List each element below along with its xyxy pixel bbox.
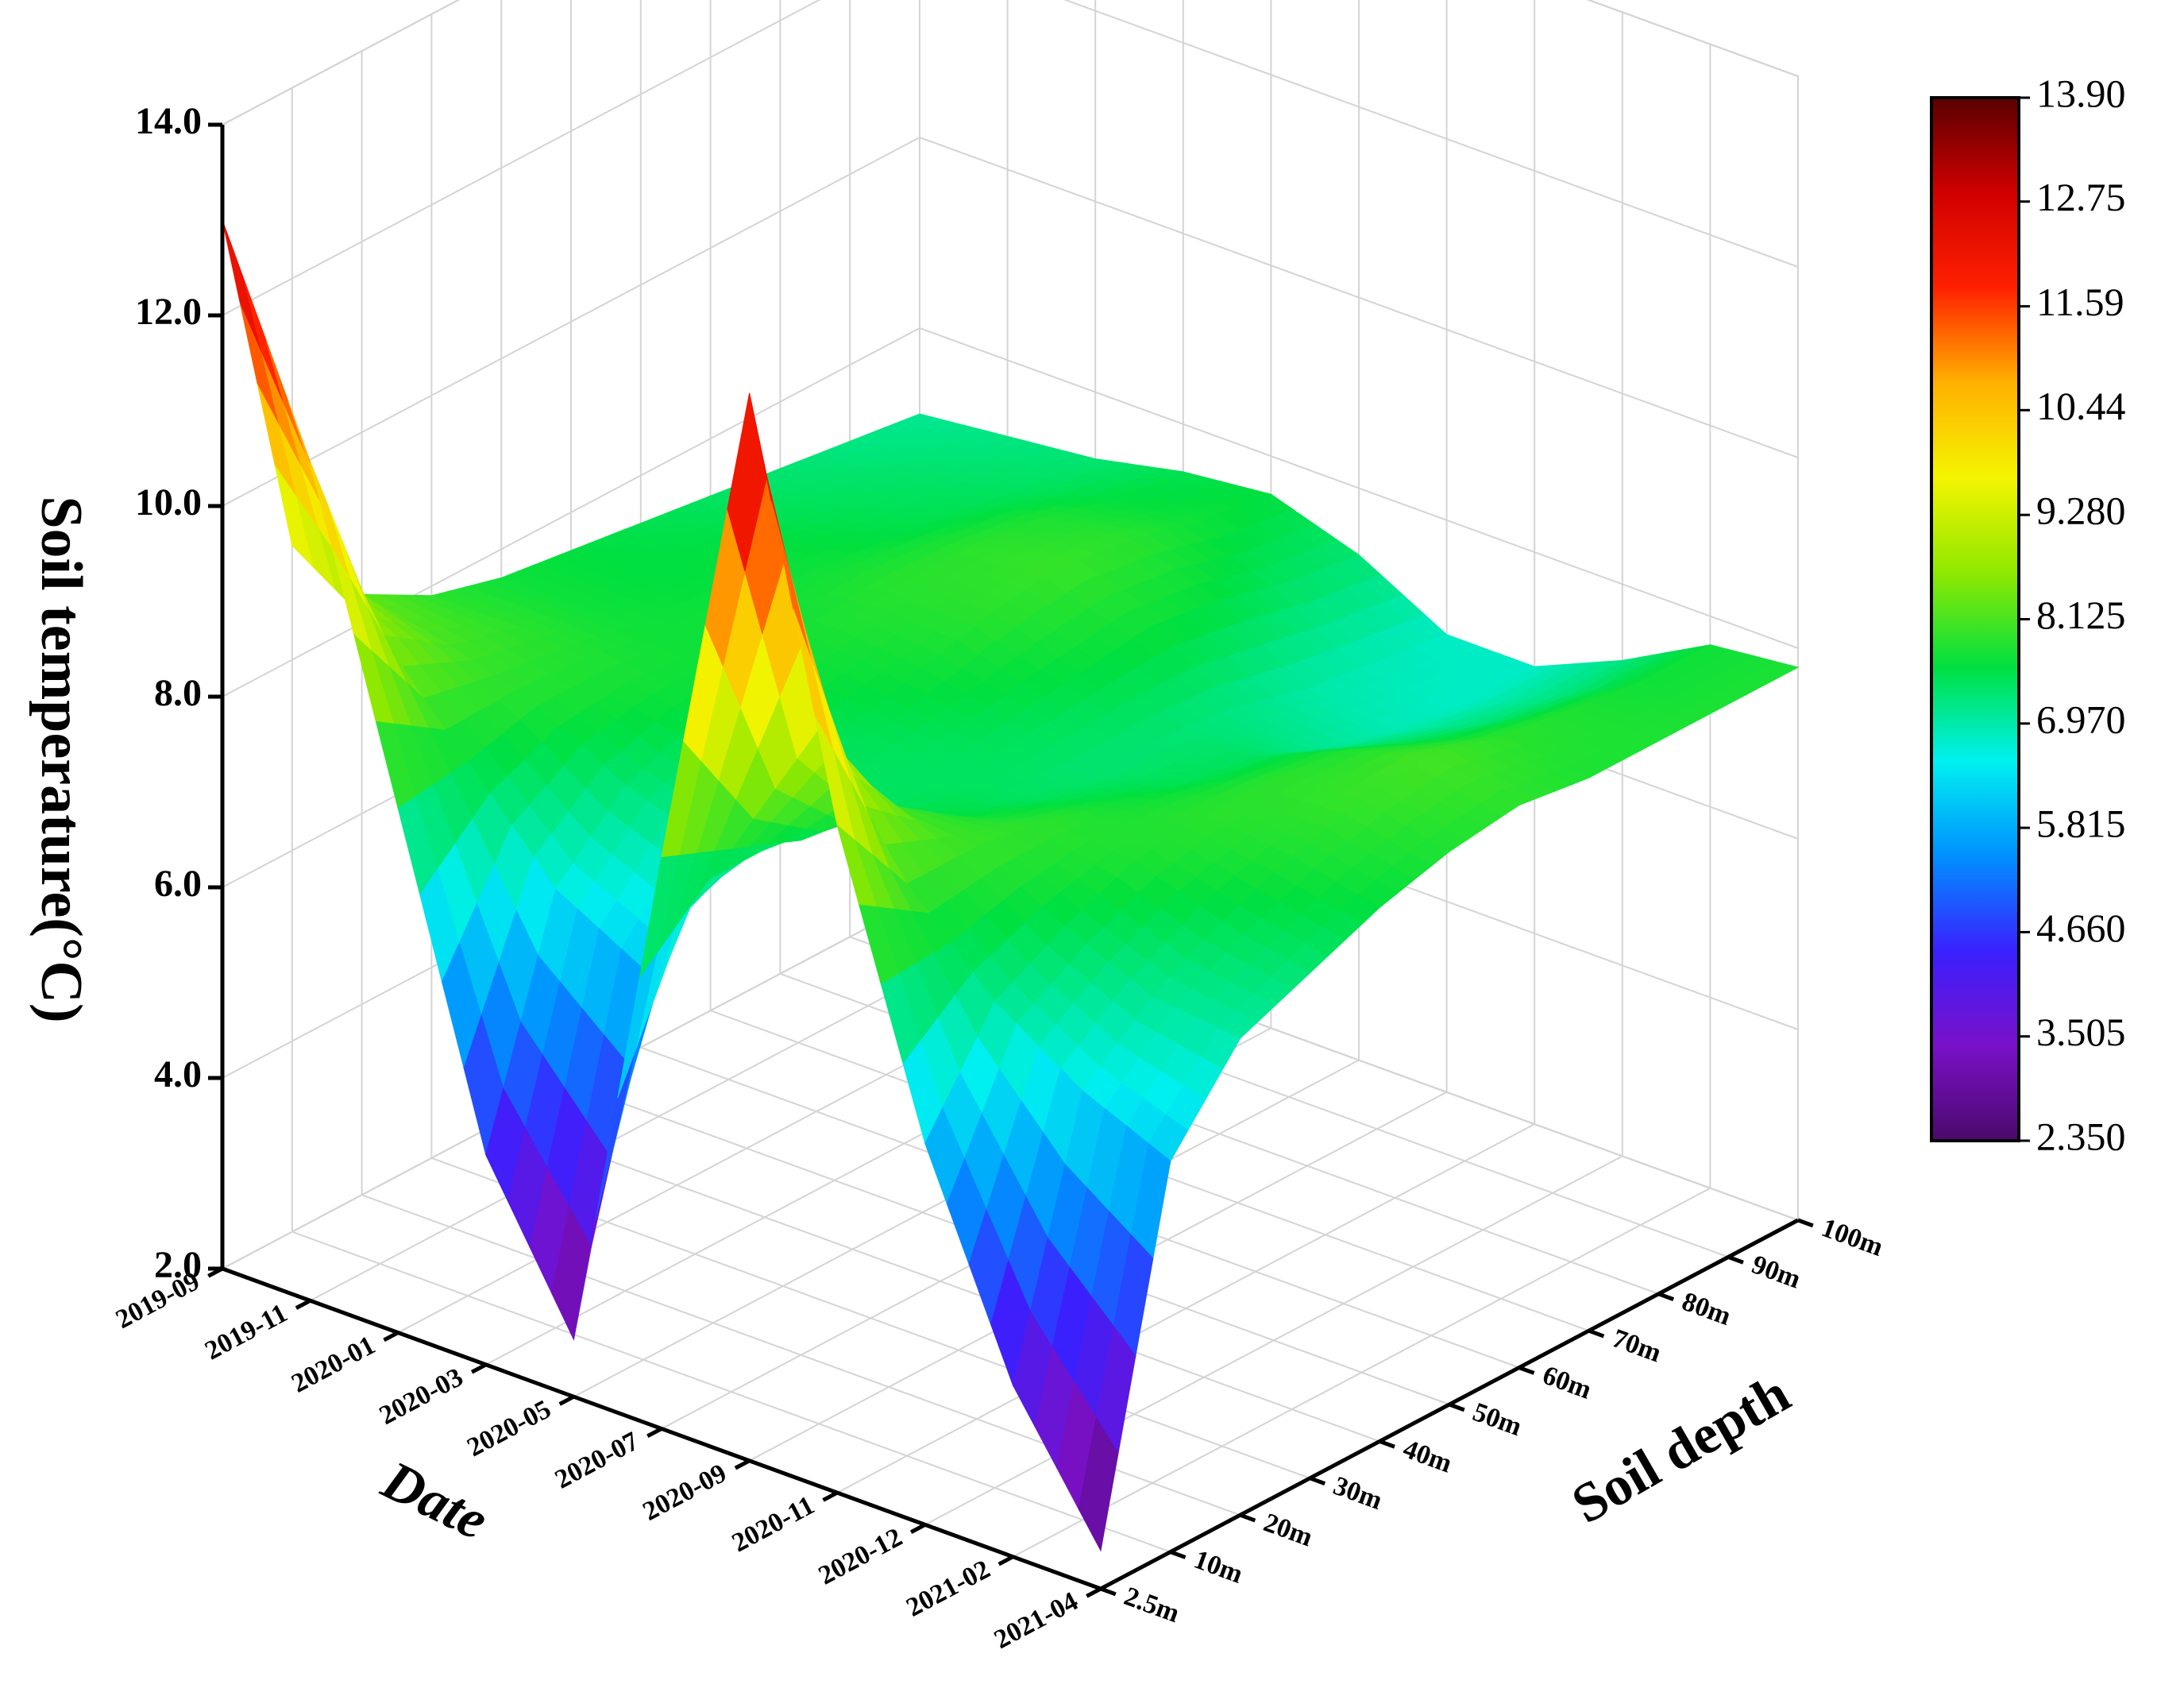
grid-line <box>500 1120 1380 1443</box>
x-tick <box>646 1427 663 1439</box>
y-axis-title: Soil depth <box>1562 1363 1800 1536</box>
grid-line <box>291 1230 1171 1553</box>
y-tick-label: 30m <box>1329 1471 1386 1516</box>
y-tick <box>1449 1402 1465 1412</box>
y-tick-label: 90m <box>1748 1250 1804 1294</box>
colorbar-tick-label: 4.660 <box>2036 906 2126 950</box>
y-tick <box>1588 1328 1605 1339</box>
colorbar-tick-label: 5.815 <box>2036 802 2126 846</box>
x-tick <box>822 1490 839 1502</box>
z-tick-label: 8.0 <box>154 672 202 714</box>
z-tick-label: 6.0 <box>154 863 202 905</box>
x-tick-label: 2020-01 <box>287 1331 380 1399</box>
colorbar-tick-label: 11.59 <box>2036 280 2124 324</box>
x-tick-label: 2020-12 <box>814 1523 907 1591</box>
colorbar-tick-label: 12.75 <box>2036 175 2126 219</box>
x-tick <box>383 1331 399 1343</box>
x-tick <box>295 1299 311 1310</box>
y-tick-label: 2.5m <box>1121 1582 1183 1628</box>
y-tick <box>1100 1586 1117 1597</box>
y-tick-label: 10m <box>1190 1545 1246 1590</box>
y-tick <box>1727 1255 1744 1265</box>
colorbar-tick-label: 3.505 <box>2036 1010 2126 1054</box>
z-tick-label: 4.0 <box>154 1053 202 1095</box>
y-tick <box>1797 1218 1814 1228</box>
z-axis-title: Soil temperature(°C) <box>29 496 94 1022</box>
y-tick <box>1239 1512 1256 1523</box>
z-tick-label: 10.0 <box>135 481 202 523</box>
colorbar-tick-label: 6.970 <box>2036 697 2126 741</box>
colorbar-tick-label: 2.350 <box>2036 1114 2126 1158</box>
x-tick-label: 2020-07 <box>550 1427 643 1495</box>
y-tick-label: 60m <box>1538 1361 1595 1405</box>
y-tick-label: 100m <box>1818 1213 1887 1262</box>
z-tick-label: 12.0 <box>135 291 202 333</box>
colorbar-tick-label: 8.125 <box>2036 593 2126 637</box>
x-tick-label: 2019-11 <box>200 1298 292 1366</box>
y-tick-label: 40m <box>1399 1434 1456 1478</box>
x-tick <box>997 1555 1014 1567</box>
x-tick <box>558 1394 575 1406</box>
colorbar-tick-label: 9.280 <box>2036 489 2126 533</box>
y-tick-label: 80m <box>1678 1287 1734 1331</box>
x-tick-label: 2021-02 <box>901 1555 994 1623</box>
colorbar-tick-label: 13.90 <box>2036 71 2126 115</box>
x-tick <box>207 1266 224 1278</box>
colorbar <box>1930 96 2020 1142</box>
x-tick <box>734 1458 751 1470</box>
y-tick-label: 70m <box>1608 1323 1665 1368</box>
y-tick <box>1169 1550 1187 1559</box>
x-tick-label: 2021-04 <box>990 1586 1082 1655</box>
x-tick <box>909 1523 926 1534</box>
x-tick-label: 2020-11 <box>727 1490 820 1558</box>
z-tick-label: 2.0 <box>154 1244 202 1286</box>
y-tick <box>1379 1439 1395 1449</box>
surface-patch <box>1078 1416 1119 1552</box>
x-axis-title: Date <box>372 1449 497 1551</box>
x-tick-label: 2020-03 <box>375 1362 468 1431</box>
grid-line <box>1586 0 1799 77</box>
x-tick <box>1086 1586 1102 1598</box>
z-tick-label: 14.0 <box>135 100 202 142</box>
y-tick <box>1657 1292 1675 1301</box>
x-tick-label: 2020-09 <box>639 1458 731 1527</box>
grid-line <box>222 0 461 126</box>
colorbar-tick-label: 10.44 <box>2036 384 2126 428</box>
y-tick-label: 20m <box>1260 1508 1316 1552</box>
x-tick-label: 2020-05 <box>462 1394 555 1462</box>
y-tick-label: 50m <box>1469 1397 1526 1442</box>
y-tick <box>1309 1476 1326 1485</box>
x-tick <box>470 1362 487 1374</box>
y-tick <box>1518 1366 1535 1375</box>
